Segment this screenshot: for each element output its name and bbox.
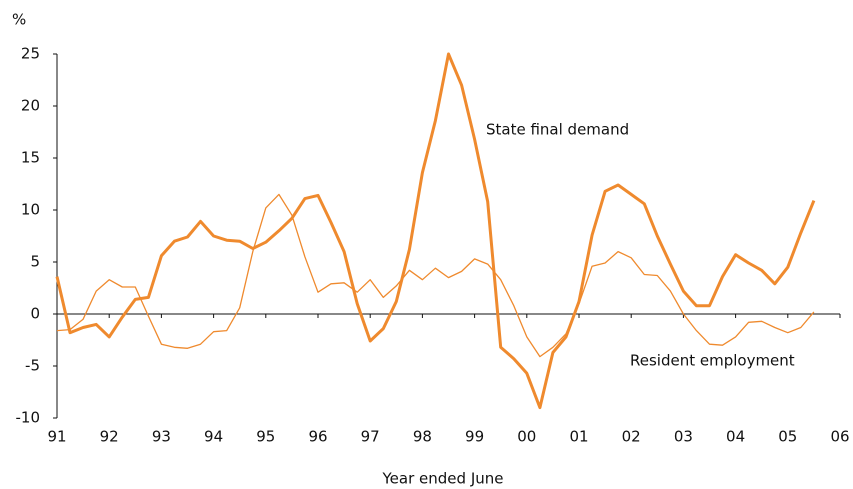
y-tick-label: 10 [21,201,40,219]
series-line [56,193,815,358]
y-tick-label: 0 [30,305,40,323]
x-tick-label: 91 [47,428,66,446]
x-tick-label: 98 [413,428,432,446]
y-tick-label: 15 [21,149,40,167]
x-tick-label: 99 [465,428,484,446]
x-tick-label: 00 [517,428,536,446]
series-line [55,52,816,410]
y-tick-label: 20 [21,97,40,115]
y-tick-label: 25 [21,45,40,63]
annotation: State final demand [486,121,629,139]
y-tick-label: 5 [30,253,40,271]
x-tick-label: 94 [204,428,223,446]
x-tick-label: 93 [152,428,171,446]
x-tick-label: 05 [778,428,797,446]
y-tick-label: -5 [25,357,40,375]
x-tick-label: 06 [830,428,849,446]
x-tick-label: 96 [308,428,327,446]
x-tick-label: 01 [569,428,588,446]
x-tick-label: 04 [726,428,745,446]
x-tick-label: 03 [674,428,693,446]
x-tick-label: 95 [256,428,275,446]
y-tick-label: -10 [16,409,41,427]
x-tick-label: 92 [100,428,119,446]
annotation: Resident employment [630,352,795,370]
x-tick-label: 97 [361,428,380,446]
x-tick-label: 02 [622,428,641,446]
y-unit: % [12,11,26,29]
x-axis-label: Year ended June [382,470,504,488]
